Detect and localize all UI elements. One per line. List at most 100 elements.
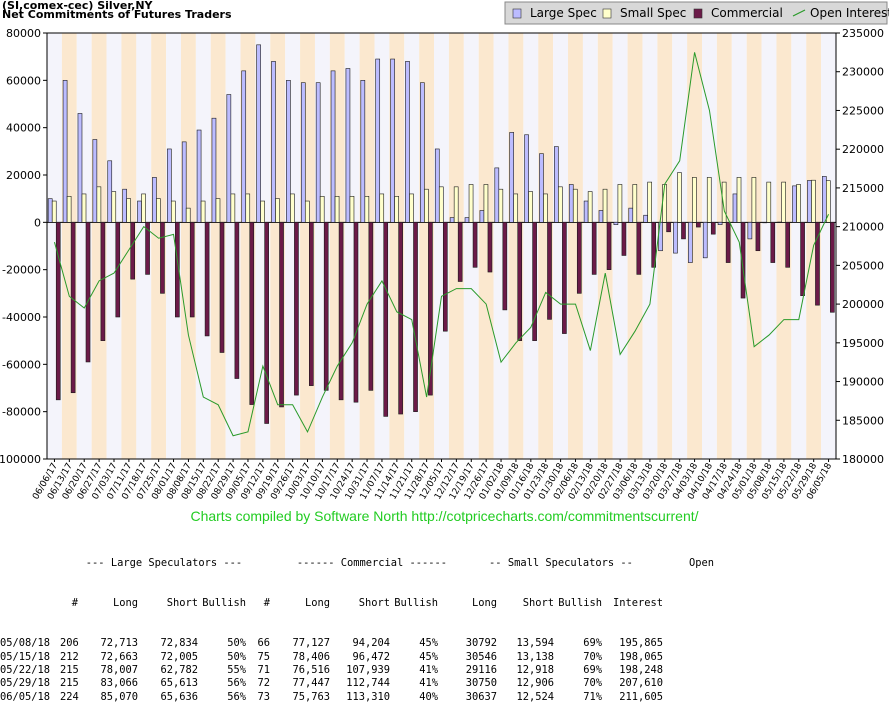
bar-large-spec — [196, 129, 202, 223]
bar-commercial — [249, 222, 255, 405]
background-band — [463, 33, 479, 459]
bar-commercial — [532, 222, 537, 341]
bar-large-spec — [777, 221, 782, 223]
legend-swatch-line — [792, 9, 806, 17]
col-ls-num: # — [71, 597, 78, 610]
bar-small-spec — [558, 186, 563, 223]
bar-large-spec — [345, 68, 351, 223]
cell-ls-bull: 56% — [227, 677, 246, 690]
bar-commercial — [189, 222, 195, 318]
bar-commercial — [576, 222, 582, 294]
bar-small-spec — [796, 184, 801, 223]
cell-c-num: 75 — [257, 650, 270, 663]
bar-small-spec — [736, 177, 742, 223]
y2-tick-label: 210000 — [842, 221, 884, 234]
y2-tick-label: 220000 — [842, 143, 884, 156]
background-band — [761, 33, 777, 459]
bar-large-spec — [226, 94, 232, 223]
col-c-short: Short — [358, 597, 390, 610]
positions-table: --- Large Speculators --- ------ Commerci… — [0, 530, 714, 718]
bar-small-spec — [468, 184, 474, 223]
bar-large-spec — [62, 80, 68, 223]
bar-small-spec — [379, 193, 385, 223]
legend-swatch — [693, 8, 703, 19]
cell-ls-short: 65,636 — [160, 690, 198, 703]
bar-commercial — [591, 222, 597, 275]
background-band — [672, 33, 688, 459]
y-tick-label: -100000 — [0, 453, 41, 466]
bar-large-spec — [494, 167, 500, 223]
bar-large-spec — [47, 198, 53, 223]
table-row: 05/29/18 215 83,066 65,613 56% 72 77,447 112,74… — [0, 677, 714, 690]
cell-oi: 207,610 — [619, 677, 663, 690]
bar-small-spec — [96, 186, 102, 223]
background-band — [791, 33, 807, 459]
table-row: 05/08/18 206 72,713 72,834 50% 66 77,127 94,204… — [0, 637, 714, 650]
background-band — [448, 33, 464, 459]
small-spec-group-header: -- Small Speculators -- — [489, 556, 633, 569]
background-band — [493, 33, 509, 459]
bar-small-spec — [424, 188, 429, 223]
bar-large-spec — [286, 80, 291, 223]
bar-large-spec — [613, 222, 619, 225]
y2-tick-label: 200000 — [842, 298, 884, 311]
bar-large-spec — [122, 188, 127, 223]
col-s-short: Short — [522, 597, 554, 610]
background-band — [136, 33, 152, 459]
bar-large-spec — [375, 58, 381, 223]
bar-commercial — [457, 222, 463, 282]
bar-large-spec — [747, 222, 753, 240]
bar-large-spec — [524, 134, 529, 223]
bar-large-spec — [434, 148, 440, 223]
bar-commercial — [815, 222, 820, 306]
cell-ls-short: 62,782 — [160, 664, 198, 676]
bar-large-spec — [300, 82, 306, 223]
bar-commercial — [442, 222, 448, 332]
bar-commercial — [234, 222, 240, 379]
bar-large-spec — [702, 222, 708, 259]
cell-ls-num: 224 — [60, 690, 79, 703]
bar-small-spec — [498, 188, 504, 223]
bar-commercial — [100, 222, 106, 341]
y2-tick-label: 215000 — [842, 182, 884, 195]
bar-small-spec — [811, 179, 816, 223]
cell-ls-long: 78,007 — [100, 664, 138, 676]
bar-commercial — [651, 222, 657, 268]
cell-c-short: 107,939 — [346, 664, 390, 676]
bar-large-spec — [211, 117, 217, 223]
cell-ls-num: 212 — [60, 650, 79, 663]
legend-label: Open Interest — [810, 6, 889, 20]
cell-c-bull: 41% — [419, 664, 438, 676]
bar-small-spec — [111, 191, 117, 223]
bar-commercial — [413, 222, 418, 412]
bar-commercial — [368, 222, 374, 391]
y-tick-label: 40000 — [6, 122, 41, 135]
bar-small-spec — [587, 191, 593, 223]
bar-small-spec — [51, 200, 57, 223]
bar-large-spec — [315, 82, 321, 223]
cell-c-long: 77,127 — [292, 637, 330, 650]
chart-subtitle: Net Commitments of Futures Traders — [2, 8, 232, 21]
bar-commercial — [294, 222, 299, 396]
bar-large-spec — [509, 132, 515, 223]
cell-c-short: 94,204 — [352, 637, 390, 650]
col-ls-short: Short — [166, 597, 198, 610]
legend-label: Large Spec — [530, 6, 597, 20]
background-band — [597, 33, 613, 459]
large-spec-group-header: --- Large Speculators --- — [85, 556, 243, 569]
bar-large-spec — [449, 217, 455, 223]
background-band — [642, 33, 658, 459]
cell-ls-bull: 50% — [227, 637, 246, 650]
bar-small-spec — [617, 184, 623, 223]
legend-label: Small Spec — [620, 6, 686, 20]
cell-date: 05/29/18 — [0, 677, 51, 690]
bar-commercial — [428, 222, 433, 396]
bar-small-spec — [751, 177, 757, 223]
bar-small-spec — [513, 193, 519, 223]
cell-oi: 198,248 — [619, 664, 663, 676]
bar-commercial — [502, 222, 508, 311]
bar-commercial — [725, 222, 731, 263]
cell-ls-long: 83,066 — [100, 677, 138, 690]
bar-large-spec — [77, 113, 83, 223]
bar-large-spec — [390, 58, 395, 223]
